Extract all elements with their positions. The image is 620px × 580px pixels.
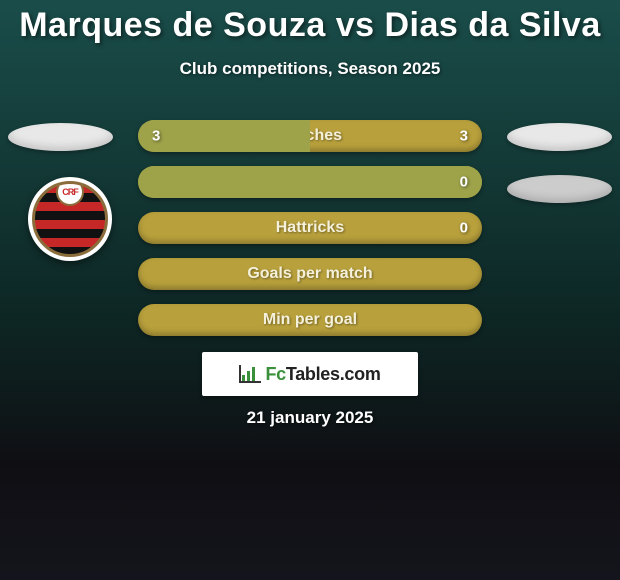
stat-bar-goals-per-match: Goals per match: [138, 258, 482, 290]
stat-right-value: 0: [460, 220, 468, 237]
right-badge-placeholder-1: [507, 123, 612, 151]
stat-right-value: 0: [460, 174, 468, 191]
stat-right-value: 3: [460, 128, 468, 145]
stat-left-value: 3: [152, 128, 160, 145]
date-label: 21 january 2025: [247, 408, 374, 428]
left-team-crest: CRF: [28, 177, 112, 261]
right-badge-placeholder-2: [507, 175, 612, 203]
stats-container: 3 Matches 3 Goals 0 Hattricks 0 Goals pe…: [138, 120, 482, 350]
stat-bar-fill: [138, 120, 310, 152]
source-logo: FcTables.com: [202, 352, 418, 396]
stat-bar-hattricks: Hattricks 0: [138, 212, 482, 244]
stat-bar-matches: 3 Matches 3: [138, 120, 482, 152]
chart-icon: [239, 365, 261, 383]
stat-label: Hattricks: [276, 219, 344, 237]
stat-label: Min per goal: [263, 311, 357, 329]
stat-bar-fill: [138, 166, 482, 198]
page-subtitle: Club competitions, Season 2025: [0, 59, 620, 79]
stat-bar-min-per-goal: Min per goal: [138, 304, 482, 336]
stat-label: Goals per match: [247, 265, 372, 283]
page-title: Marques de Souza vs Dias da Silva: [0, 0, 620, 45]
logo-text: FcTables.com: [265, 364, 380, 385]
left-badge-placeholder: [8, 123, 113, 151]
stat-bar-goals: Goals 0: [138, 166, 482, 198]
crest-monogram: CRF: [56, 181, 84, 206]
